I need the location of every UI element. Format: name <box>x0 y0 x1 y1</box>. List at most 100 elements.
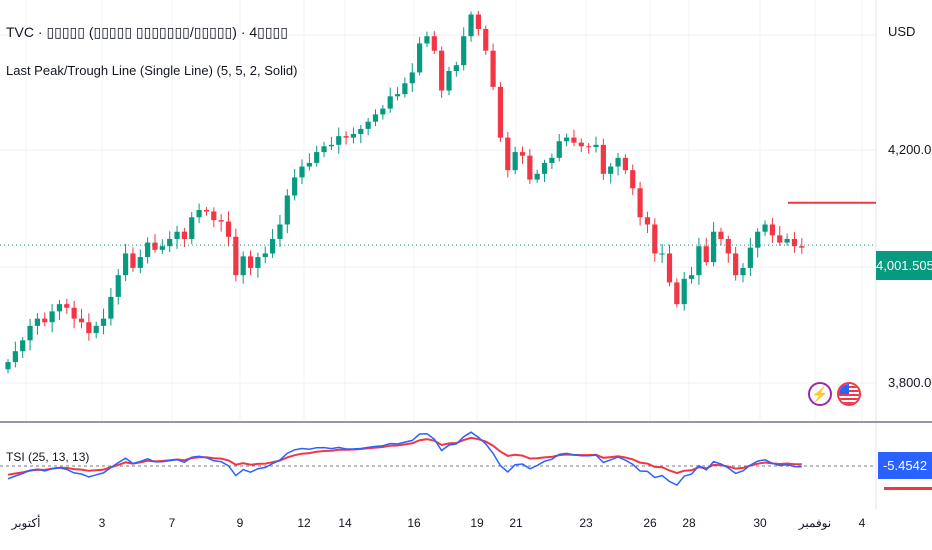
candle-body <box>218 220 224 222</box>
candle-body <box>564 137 570 142</box>
candle-body <box>12 351 18 363</box>
candle-body <box>123 253 129 276</box>
candle-body <box>402 83 408 95</box>
candle-body <box>42 318 48 323</box>
candle-body <box>439 50 445 91</box>
candle-body <box>615 157 621 167</box>
candle-body <box>725 238 731 254</box>
candle-body <box>630 170 636 189</box>
candle-body <box>424 36 430 44</box>
candle-body <box>688 275 695 279</box>
candle-body <box>674 282 680 305</box>
candle-body <box>372 114 379 122</box>
candle-body <box>578 142 584 147</box>
candle-body <box>711 231 717 263</box>
candle-body <box>100 318 107 326</box>
candle-body <box>49 311 55 323</box>
candle-body <box>394 94 401 97</box>
price-tick-4200: 4,200.000 <box>888 142 932 157</box>
candle-body <box>93 325 99 334</box>
candle-body <box>336 136 342 145</box>
candle-body <box>270 238 276 254</box>
candle-body <box>130 253 136 268</box>
pane-separator[interactable] <box>0 421 932 423</box>
candle-body <box>791 238 798 247</box>
candle-body <box>387 96 393 109</box>
candle-body <box>56 304 63 312</box>
last-price-badge: 4,001.505 <box>876 251 932 280</box>
candle-body <box>181 231 187 239</box>
x-axis-label: 14 <box>338 516 352 530</box>
tsi-value-badge: -5.4542 <box>878 452 932 479</box>
candle-body <box>5 362 11 370</box>
candle-body <box>145 242 151 258</box>
candle-body <box>225 221 232 237</box>
candle-body <box>115 275 121 297</box>
candle-body <box>608 166 614 174</box>
candle-body <box>86 322 92 334</box>
candle-body <box>637 188 643 218</box>
x-axis-label: 9 <box>236 516 244 530</box>
candle-body <box>733 253 739 276</box>
candle-body <box>174 231 180 239</box>
x-axis-label: 23 <box>579 516 593 530</box>
candle-body <box>541 162 548 174</box>
candle-body <box>71 307 77 319</box>
candle-body <box>586 146 592 148</box>
candle-body <box>159 246 165 250</box>
candle-body <box>306 162 312 167</box>
candle-body <box>446 70 452 91</box>
candle-body <box>380 108 386 115</box>
indicator-label[interactable]: Last Peak/Trough Line (Single Line) (5, … <box>6 63 298 78</box>
candle-body <box>527 155 533 180</box>
candle-body <box>534 173 540 180</box>
candle-body <box>799 246 805 248</box>
candle-body <box>740 267 746 276</box>
candle-body <box>652 224 658 254</box>
candle-body <box>666 253 673 283</box>
grid <box>0 0 877 510</box>
candle-body <box>108 296 114 319</box>
candle-body <box>350 133 357 138</box>
chart-title[interactable]: TVC · ▯▯▯▯▯ (▯▯▯▯▯ ▯▯▯▯▯▯▯/▯▯▯▯▯) · 4▯▯▯… <box>6 24 288 40</box>
x-axis-label: نوفمبر <box>798 516 832 530</box>
candle-body <box>784 238 790 243</box>
candle-body <box>703 246 709 263</box>
candle-body <box>240 256 246 276</box>
candle-body <box>468 14 474 37</box>
x-axis-label: 21 <box>509 516 523 530</box>
candle-body <box>556 141 562 158</box>
x-axis-label: 16 <box>407 516 421 530</box>
tsi-signal-marker <box>884 487 932 490</box>
candle-body <box>137 257 143 268</box>
candle-body <box>659 253 665 255</box>
candle-body <box>681 278 687 305</box>
candle-body <box>203 210 210 212</box>
lightning-icon[interactable]: ⚡ <box>808 382 832 406</box>
x-axis-label: 7 <box>168 516 176 530</box>
candle-body <box>777 235 783 243</box>
tsi-label[interactable]: TSI (25, 13, 13) <box>6 450 90 464</box>
x-axis-label: 19 <box>470 516 484 530</box>
candle-body <box>321 146 327 153</box>
candle-body <box>431 36 437 51</box>
currency-label[interactable]: USD <box>888 24 916 39</box>
us-flag-icon[interactable] <box>837 382 861 406</box>
candle-body <box>593 144 599 147</box>
x-axis-label: 30 <box>753 516 767 530</box>
candle-body <box>417 43 423 73</box>
candle-body <box>152 242 158 250</box>
candle-body <box>747 247 753 268</box>
candle-body <box>644 217 651 225</box>
candle-body <box>328 144 334 147</box>
candle-body <box>284 195 290 225</box>
candle-body <box>255 257 261 268</box>
x-axis-label: أكتوبر <box>11 516 41 530</box>
candle-body <box>622 157 628 171</box>
candle-body <box>20 340 26 352</box>
x-axis-label: 28 <box>682 516 696 530</box>
candle-body <box>718 231 724 239</box>
candle-body <box>299 166 305 178</box>
candle-body <box>519 152 526 156</box>
